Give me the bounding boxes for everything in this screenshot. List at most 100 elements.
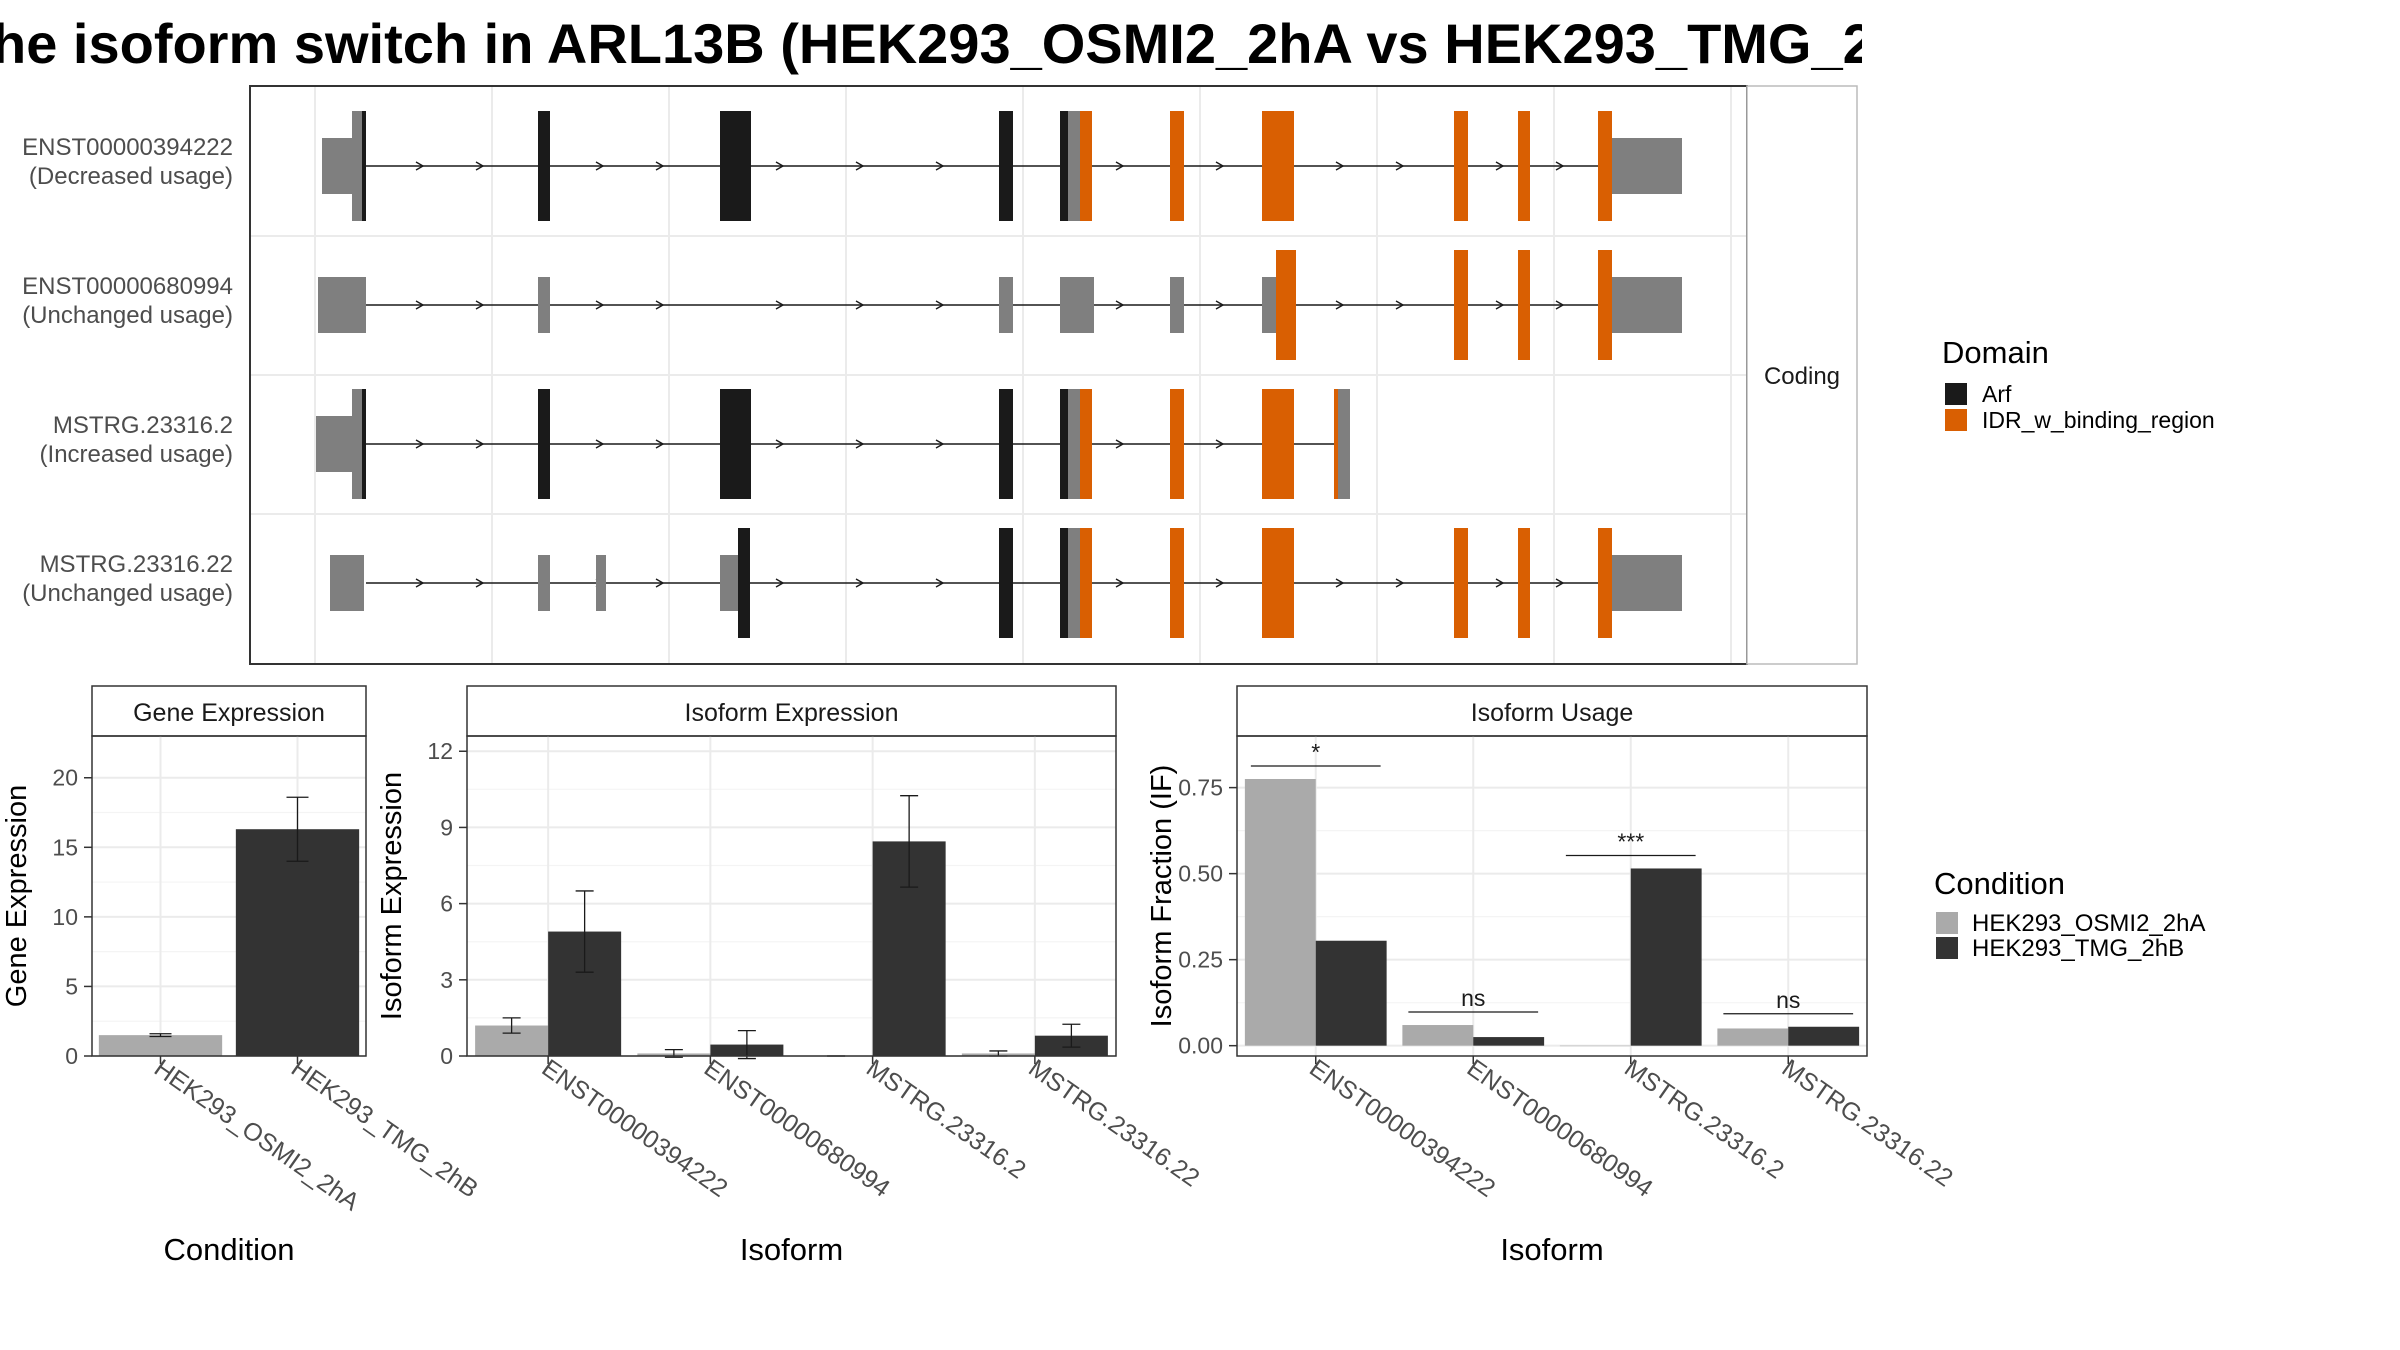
strand-arrow bbox=[855, 161, 865, 171]
strand-arrow bbox=[935, 161, 945, 171]
exon-utr bbox=[1068, 528, 1080, 638]
strand-arrow bbox=[1115, 161, 1125, 171]
transcript-id-label: ENST00000680994 bbox=[22, 273, 233, 300]
strand-arrow bbox=[775, 300, 785, 310]
transcript-usage-label: (Decreased usage) bbox=[29, 163, 233, 190]
exon-utr bbox=[720, 555, 738, 611]
panel-strip bbox=[91, 685, 367, 737]
exon-idr bbox=[1262, 528, 1294, 638]
exon-idr bbox=[1170, 111, 1184, 221]
bar bbox=[1717, 1028, 1789, 1046]
y-tick-label: 0.00 bbox=[1178, 1033, 1223, 1059]
panel-border bbox=[466, 735, 1117, 1057]
panel-title: Gene Expression bbox=[133, 699, 325, 727]
exon-utr bbox=[596, 555, 606, 611]
transcript-usage-label: (Increased usage) bbox=[40, 441, 233, 468]
y-tick-label: 0.50 bbox=[1178, 861, 1223, 887]
strand-arrow bbox=[1395, 578, 1405, 588]
exon-idr bbox=[1454, 250, 1468, 360]
transcript-row bbox=[322, 111, 1682, 221]
exon-idr bbox=[1170, 389, 1184, 499]
strand-arrow bbox=[595, 161, 605, 171]
significance-label: ns bbox=[1776, 987, 1800, 1013]
exon-arf bbox=[1060, 111, 1068, 221]
strand-arrow bbox=[415, 439, 425, 449]
condition-legend-label: HEK293_TMG_2hB bbox=[1972, 935, 2184, 962]
exon-arf bbox=[720, 111, 751, 221]
exon-arf bbox=[362, 111, 366, 221]
y-axis-title: Isoform Expression bbox=[376, 772, 408, 1020]
exon-idr bbox=[1518, 250, 1530, 360]
strand-arrow bbox=[1215, 161, 1225, 171]
x-tick-label: MSTRG.23316.22 bbox=[1023, 1054, 1204, 1193]
exon-idr bbox=[1598, 250, 1612, 360]
transcript-id-label: MSTRG.23316.2 bbox=[53, 412, 233, 439]
transcript-id-label: MSTRG.23316.22 bbox=[40, 551, 233, 578]
domain-legend-title: Domain bbox=[1942, 335, 2049, 370]
x-tick-label: MSTRG.23316.22 bbox=[1777, 1054, 1958, 1193]
exon-arf bbox=[999, 111, 1013, 221]
strand-arrow bbox=[655, 161, 665, 171]
strand-arrow bbox=[1395, 300, 1405, 310]
chart-panel-isoform-usage: Isoform Usage*ns***ns0.000.250.500.75Iso… bbox=[1146, 685, 1958, 1267]
strand-arrow bbox=[1335, 161, 1345, 171]
bar bbox=[235, 829, 360, 1056]
exon-arf bbox=[999, 389, 1013, 499]
bar bbox=[1244, 779, 1316, 1046]
strand-arrow bbox=[655, 439, 665, 449]
strand-arrow bbox=[1115, 578, 1125, 588]
condition-legend-title: Condition bbox=[1934, 866, 2065, 901]
strand-arrow bbox=[935, 300, 945, 310]
strand-arrow bbox=[1495, 161, 1505, 171]
exon-utr bbox=[538, 277, 550, 333]
significance-label: ns bbox=[1461, 985, 1485, 1011]
strand-arrow bbox=[775, 161, 785, 171]
exon-idr bbox=[1262, 111, 1294, 221]
exon-utr bbox=[1060, 277, 1094, 333]
bar bbox=[1559, 1045, 1631, 1047]
exon-utr bbox=[1068, 111, 1080, 221]
exon-idr bbox=[1170, 528, 1184, 638]
y-tick-label: 10 bbox=[52, 904, 78, 930]
strand-arrow bbox=[855, 578, 865, 588]
exon-arf bbox=[1060, 528, 1068, 638]
strand-arrow bbox=[1215, 578, 1225, 588]
domain-legend-label: Arf bbox=[1982, 381, 2012, 407]
exon-utr bbox=[999, 277, 1013, 333]
exon-idr bbox=[1334, 389, 1338, 499]
strand-arrow bbox=[1215, 300, 1225, 310]
transcript-row bbox=[318, 250, 1682, 360]
strand-arrow bbox=[475, 439, 485, 449]
condition-legend-label: HEK293_OSMI2_2hA bbox=[1972, 910, 2205, 937]
exon-utr bbox=[1170, 277, 1184, 333]
exon-arf bbox=[720, 389, 751, 499]
domain-legend-swatch bbox=[1945, 383, 1967, 405]
exon-arf bbox=[1060, 389, 1068, 499]
exon-utr bbox=[1068, 389, 1080, 499]
transcript-usage-label: (Unchanged usage) bbox=[22, 302, 233, 329]
exon-arf bbox=[999, 528, 1013, 638]
panel-strip bbox=[466, 685, 1117, 737]
exon-utr bbox=[316, 416, 352, 472]
y-axis-title: Isoform Fraction (IF) bbox=[1146, 765, 1178, 1028]
exon-idr bbox=[1598, 111, 1612, 221]
significance-label: *** bbox=[1617, 828, 1644, 854]
strand-arrow bbox=[1555, 161, 1565, 171]
bar bbox=[1788, 1026, 1860, 1046]
bar bbox=[98, 1035, 223, 1056]
exon-utr bbox=[322, 138, 352, 194]
strand-arrow bbox=[1495, 300, 1505, 310]
strand-arrow bbox=[415, 161, 425, 171]
strand-arrow bbox=[595, 300, 605, 310]
exon-utr bbox=[352, 111, 362, 221]
strand-arrow bbox=[1495, 578, 1505, 588]
exon-arf bbox=[362, 389, 366, 499]
exon-idr bbox=[1080, 111, 1092, 221]
exon-utr bbox=[538, 555, 550, 611]
exon-utr bbox=[1612, 555, 1682, 611]
y-tick-label: 15 bbox=[52, 834, 78, 860]
strand-arrow bbox=[855, 300, 865, 310]
transcript-row bbox=[330, 528, 1682, 638]
strand-arrow bbox=[1555, 578, 1565, 588]
